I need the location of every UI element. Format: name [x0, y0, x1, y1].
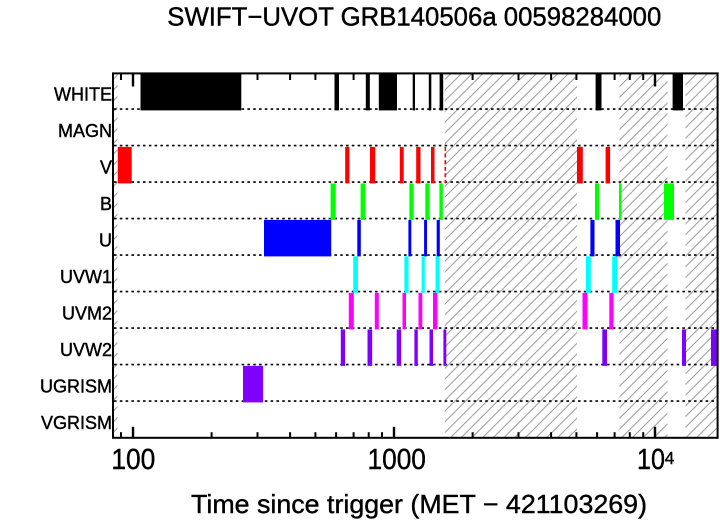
svg-text:Time since trigger (MET − 4211: Time since trigger (MET − 421103269) — [191, 489, 647, 519]
svg-text:U: U — [99, 231, 112, 251]
svg-text:1000: 1000 — [367, 444, 426, 476]
svg-text:VGRISM: VGRISM — [41, 413, 112, 433]
svg-text:UVW1: UVW1 — [60, 267, 112, 287]
svg-text:V: V — [100, 158, 112, 178]
svg-text:B: B — [100, 194, 112, 214]
svg-text:4: 4 — [665, 448, 675, 468]
svg-text:10: 10 — [637, 444, 665, 476]
svg-text:UGRISM: UGRISM — [40, 377, 112, 397]
svg-text:WHITE: WHITE — [54, 85, 112, 105]
svg-text:UVM2: UVM2 — [62, 304, 112, 324]
svg-text:100: 100 — [111, 444, 155, 476]
svg-text:MAGN: MAGN — [58, 121, 112, 141]
svg-text:UVW2: UVW2 — [60, 340, 112, 360]
svg-text:SWIFT−UVOT GRB140506a 00598284: SWIFT−UVOT GRB140506a 00598284000 — [167, 1, 661, 31]
